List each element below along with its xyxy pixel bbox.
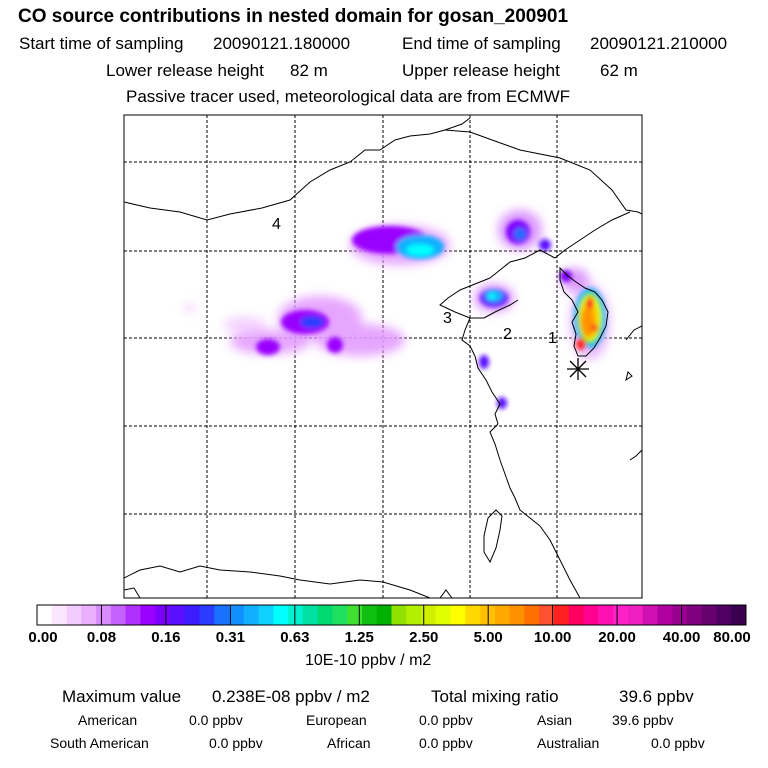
region-value: 0.0 ppbv [189, 712, 243, 728]
colorbar-cell [450, 605, 466, 625]
colorbar-tick-label: 2.50 [409, 629, 439, 646]
colorbar-cell [435, 605, 452, 625]
region-label-3: 3 [443, 310, 452, 327]
upper-height-label: Upper release height [402, 61, 560, 80]
colorbar-cell [302, 605, 319, 625]
colorbar-tick-label: 1.25 [344, 629, 374, 646]
start-time-value: 20090121.180000 [213, 34, 351, 53]
colorbar-cell [642, 605, 658, 625]
colorbar-cell [140, 605, 156, 625]
total-mixing-label: Total mixing ratio [431, 687, 559, 706]
colorbar-cell [229, 605, 245, 625]
colorbar-cell [509, 605, 525, 625]
colorbar-tick-label: 40.00 [662, 629, 701, 646]
colorbar-tick-label: 5.00 [473, 629, 503, 646]
colorbar-cell [155, 605, 171, 625]
colorbar-tick-label: 80.00 [713, 629, 751, 646]
colorbar-tick-label: 0.08 [86, 629, 117, 646]
region-name: American [78, 712, 138, 728]
colorbar-cell [96, 605, 112, 625]
colorbar-cell [66, 605, 82, 625]
max-value-label: Maximum value [62, 687, 182, 706]
region-value: 0.0 ppbv [651, 735, 705, 751]
colorbar-cell [243, 605, 260, 625]
asterisk-icon [567, 358, 589, 380]
region-value: 0.0 ppbv [419, 735, 473, 751]
colorbar-cell [125, 605, 141, 625]
colorbar-tick-label: 0.00 [28, 629, 58, 646]
region-label-2: 2 [503, 326, 512, 343]
map-frame [123, 114, 643, 599]
colorbar-cell [716, 605, 732, 625]
colorbar-cell [672, 605, 688, 625]
coastlines [124, 117, 642, 598]
region-name: African [327, 735, 371, 751]
colorbar-cell [568, 605, 585, 625]
colorbar-tick-label: 20.00 [598, 629, 636, 646]
colorbar-cell [37, 605, 53, 625]
plot-title: CO source contributions in nested domain… [18, 6, 569, 27]
region-label-4: 4 [272, 216, 281, 233]
colorbar-units: 10E-10 ppbv / m2 [305, 652, 432, 669]
colorbar-cell [406, 605, 422, 625]
colorbar-cell [701, 605, 717, 625]
colorbar-cell [288, 605, 304, 625]
start-time-label: Start time of sampling [19, 34, 184, 53]
region-name: Australian [537, 735, 600, 751]
colorbar-cell [317, 605, 333, 625]
colorbar-cell [376, 605, 392, 625]
tracer-note: Passive tracer used, meteorological data… [126, 87, 571, 106]
colorbar-cell [627, 605, 644, 625]
colorbar-tick-label: 10.00 [533, 629, 572, 646]
region-name: Asian [537, 712, 573, 728]
colorbar-cell [465, 605, 481, 625]
colorbar-cell [51, 605, 68, 625]
end-time-label: End time of sampling [402, 34, 561, 53]
colorbar-cell [347, 605, 363, 625]
colorbar-cell [686, 605, 703, 625]
colorbar-tick-label: 0.63 [280, 629, 310, 646]
colorbar-cell [583, 605, 599, 625]
colorbar-cell [598, 605, 614, 625]
upper-height-value: 62 m [600, 61, 638, 80]
region-name: South American [50, 735, 149, 751]
colorbar [36, 604, 747, 626]
colorbar-cell [421, 605, 437, 625]
region-value: 0.0 ppbv [419, 712, 473, 728]
colorbar-cell [657, 605, 673, 625]
total-mixing-value: 39.6 ppbv [619, 687, 694, 706]
colorbar-cell [539, 605, 555, 625]
colorbar-cell [494, 605, 511, 625]
max-value: 0.238E-08 ppbv / m2 [212, 687, 370, 706]
colorbar-cell [731, 605, 747, 625]
colorbar-cell [273, 605, 289, 625]
end-time-value: 20090121.210000 [590, 34, 728, 53]
colorbar-tick-label: 0.31 [215, 629, 245, 646]
colorbar-cell [332, 605, 348, 625]
colorbar-cell [81, 605, 97, 625]
colorbar-cell [524, 605, 540, 625]
colorbar-cell [110, 605, 127, 625]
region-label-1: 1 [548, 330, 557, 347]
colorbar-tick-label: 0.16 [151, 629, 181, 646]
colorbar-cell [361, 605, 378, 625]
lower-height-value: 82 m [290, 61, 328, 80]
region-value: 39.6 ppbv [612, 712, 674, 728]
colorbar-cell [258, 605, 274, 625]
colorbar-cell [169, 605, 186, 625]
colorbar-cell [613, 605, 629, 625]
colorbar-cell [553, 605, 570, 625]
colorbar-cell [214, 605, 230, 625]
concentration-field [184, 210, 610, 409]
map-gridlines [124, 115, 642, 598]
region-value: 0.0 ppbv [209, 735, 263, 751]
colorbar-cell [391, 605, 407, 625]
region-name: European [306, 712, 367, 728]
colorbar-cell [184, 605, 200, 625]
colorbar-cell [199, 605, 215, 625]
lower-height-label: Lower release height [106, 61, 264, 80]
